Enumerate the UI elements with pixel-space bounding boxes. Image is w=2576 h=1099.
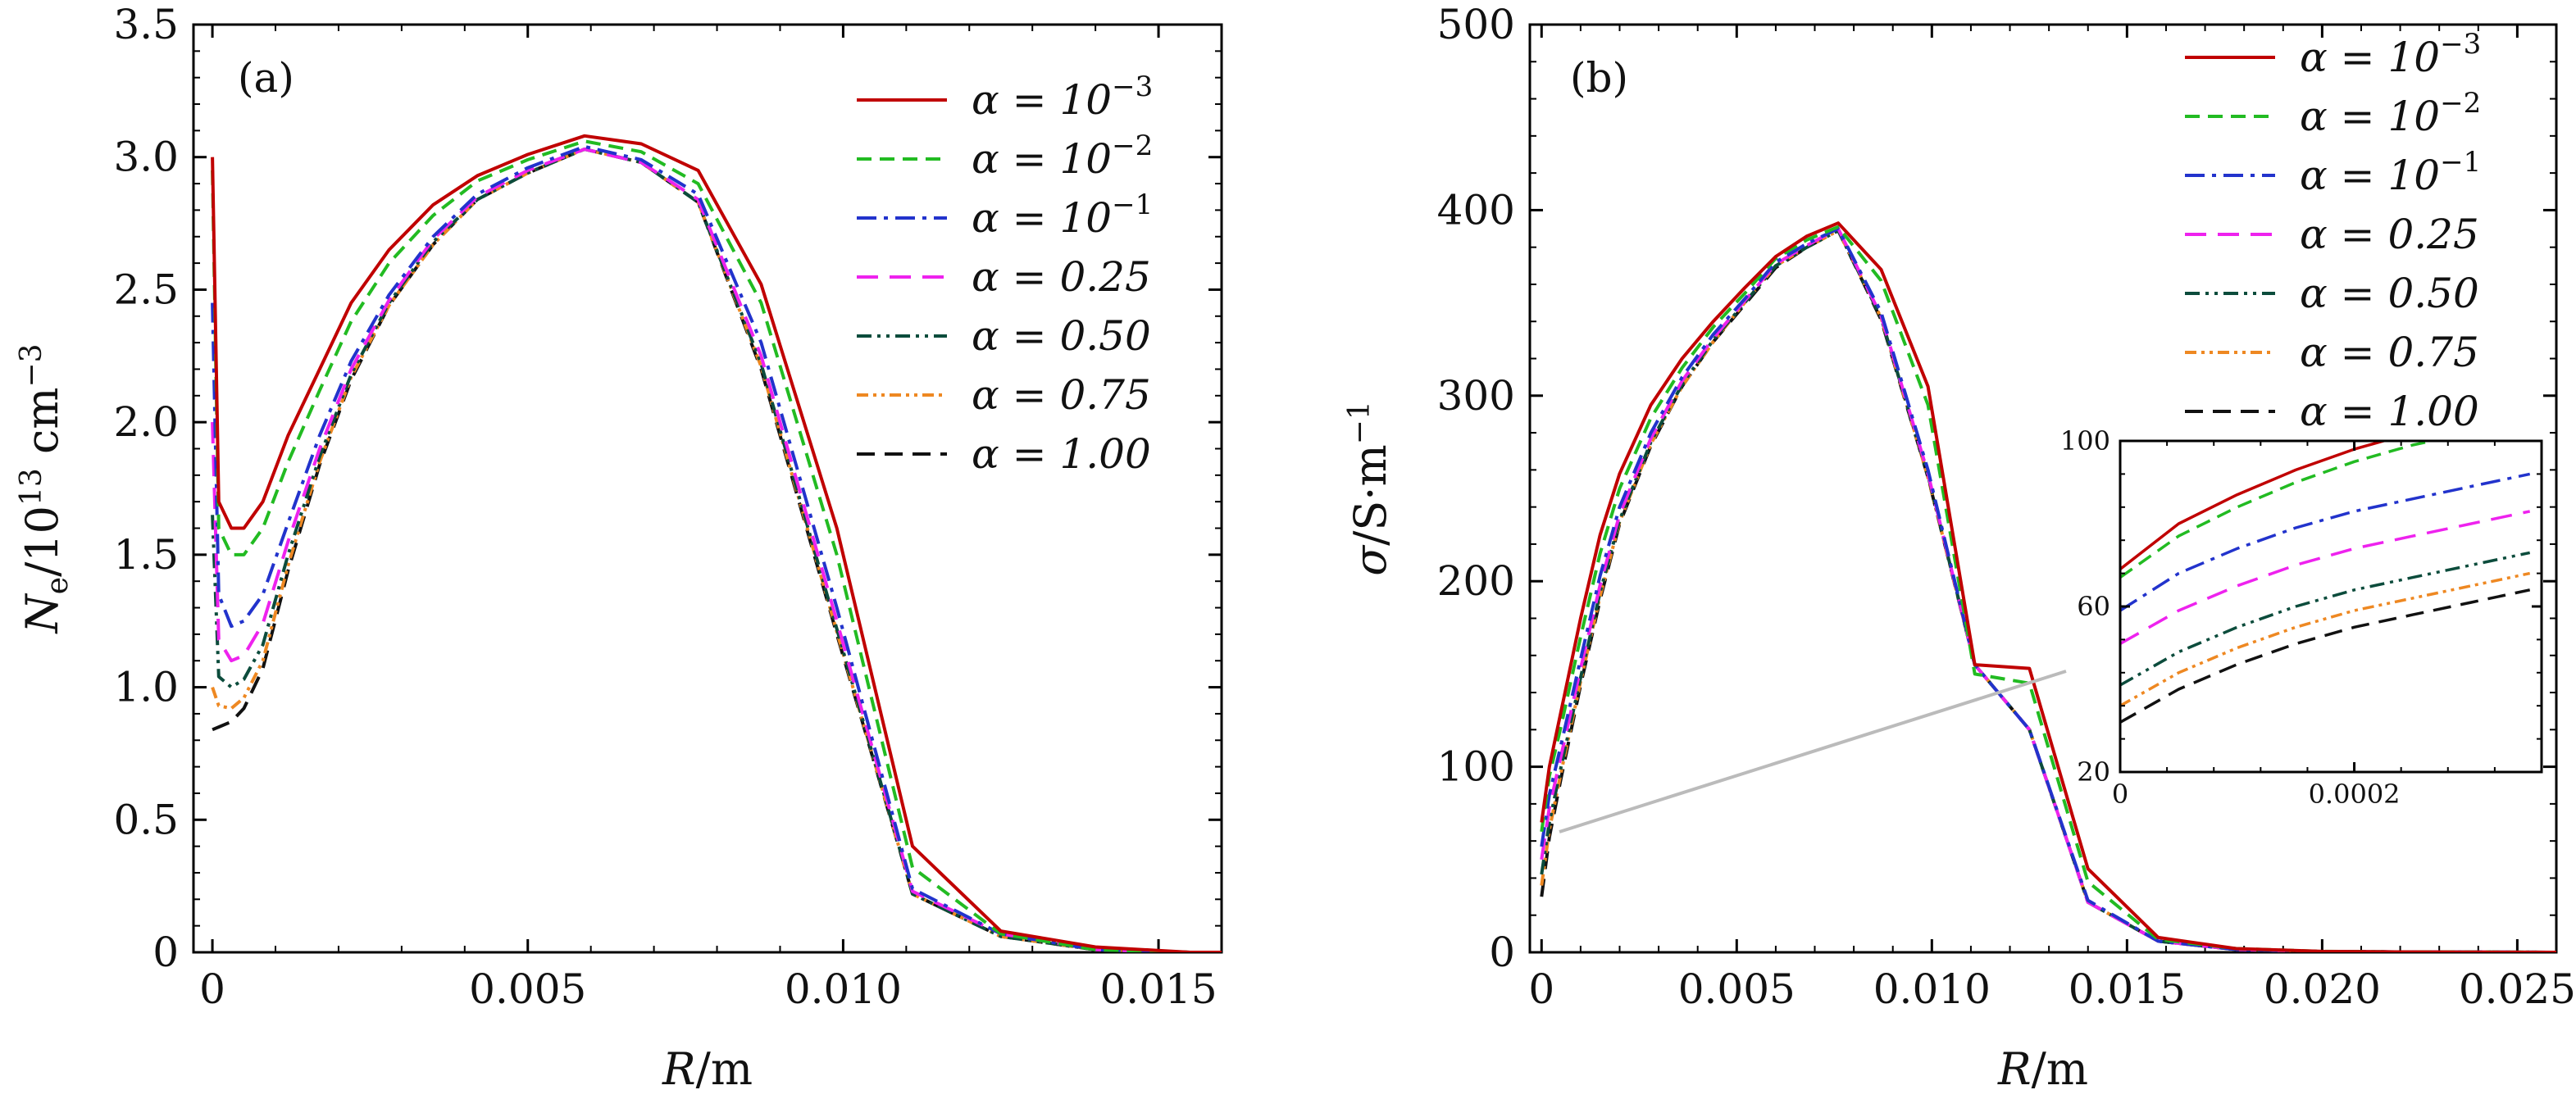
panel-b-series-group (1540, 221, 2556, 952)
panel-a-legend: α = 10−3α = 10−2α = 10−1 α = 0.25 α = 0.50… (857, 70, 1153, 478)
panel-a-y-tick-label: 2.0 (113, 398, 179, 446)
panel-a-y-tick-label: 1.5 (113, 531, 179, 579)
inset-x-tick-label: 0 (2112, 779, 2128, 810)
legend-label-6: α = 0.75 (972, 371, 1151, 419)
panel-b-x-tick-label: 0.025 (2459, 965, 2576, 1013)
panel-b: (b) 0 0.005 0.010 0.015 0.020 0.0250100200300… (1343, 1, 2576, 1095)
panel-b-x-axis-label: R/m (1997, 1043, 2088, 1095)
inset-series-7 (2120, 441, 2389, 570)
panel-b-x-tick-label: 0.020 (2264, 965, 2381, 1013)
panel-b-series-3 (1540, 229, 2556, 952)
legend-label-7: α = 1.00 (2300, 388, 2479, 435)
inset-series-3 (2120, 551, 2531, 687)
panel-a-y-tick-label: 3.5 (113, 1, 179, 48)
legend-label-7: α = 1.00 (972, 430, 1151, 478)
panel-a-x-axis-label: R/m (662, 1043, 753, 1095)
panel-a-x-tick-label: 0.015 (1099, 965, 1217, 1013)
inset-ticks: 0 0.0002 20 60 100 (2060, 425, 2542, 810)
inset-series-6 (2120, 441, 2440, 579)
panel-a-series-3 (211, 148, 1222, 952)
inset-series-group (2120, 441, 2531, 724)
legend-label-4: α = 0.25 (2300, 211, 2479, 258)
inset-x-tick-label: 0.0002 (2309, 779, 2401, 810)
panel-b-tag: (b) (1570, 54, 1628, 102)
panel-a-y-tick-label: 3.0 (113, 134, 179, 181)
panel-a-y-axis-label: Ne/1013 cm−3 (15, 344, 75, 635)
panel-b-frame (1528, 23, 2558, 954)
panel-b-y-tick-label: 100 (1437, 743, 1515, 791)
panel-a-y-tick-label: 1.0 (113, 664, 179, 711)
legend-label-5: α = 0.50 (972, 312, 1151, 360)
panel-a-y-tick-label: 2.5 (113, 266, 179, 313)
panel-b-x-tick-label: 0.015 (2069, 965, 2186, 1013)
panel-a-series-6 (211, 139, 1222, 952)
inset-series-2 (2120, 571, 2531, 707)
panel-b-legend: α = 10−3 α = 10−2 α = 10−1 α = 0.25 α = 0.50… (2185, 28, 2481, 435)
inset-y-tick-label: 100 (2060, 425, 2110, 456)
panel-a-tag: (a) (238, 54, 294, 102)
panel-a-x-tick-label: 0.005 (469, 965, 586, 1013)
panel-a-ticks: 0 0.005 0.010 0.015 0 0.5 1.0 1.5 2.0 2.5 3.0 3.5 (113, 1, 1222, 1013)
inset-series-1 (2120, 588, 2531, 724)
panel-b-x-tick-label: 0 (1528, 965, 1554, 1013)
panel-b-x-tick-label: 0.010 (1873, 965, 1991, 1013)
legend-label-6: α = 0.75 (2300, 329, 2479, 376)
inset-plot: 0 0.0002 20 60 100 (2060, 425, 2543, 810)
panel-b-y-tick-label: 500 (1437, 1, 1515, 48)
legend-label-5: α = 0.50 (2300, 270, 2479, 317)
legend-label-1: α = 10−3 (2300, 28, 2481, 81)
panel-b-series-5 (1540, 227, 2556, 952)
legend-label-2: α = 10−2 (972, 129, 1153, 183)
panel-a-y-tick-label: 0.5 (113, 796, 179, 843)
panel-a-series-5 (211, 144, 1222, 952)
panel-a-x-tick-label: 0.010 (785, 965, 902, 1013)
panel-a-series-group (211, 134, 1222, 952)
legend-label-3: α = 10−1 (972, 188, 1153, 242)
legend-label-4: α = 0.25 (972, 253, 1151, 301)
panel-a-frame (192, 23, 1223, 954)
panel-b-y-axis-label: σ/S·m−1 (1343, 401, 1396, 576)
panel-b-series-6 (1540, 225, 2556, 952)
legend-label-2: α = 10−2 (2300, 87, 2481, 140)
panel-a-series-2 (211, 148, 1222, 952)
panel-b-series-7 (1540, 221, 2556, 952)
inset-y-tick-label: 60 (2077, 591, 2110, 622)
panel-b-x-tick-label: 0.005 (1678, 965, 1795, 1013)
panel-a-series-7 (211, 134, 1222, 952)
panel-b-y-tick-label: 0 (1489, 929, 1515, 976)
panel-a: (a) 0 0.005 0.010 0.015 0 0.5 1.0 1.5 2.0 2.5 3.0 3… (15, 1, 1223, 1095)
legend-label-3: α = 10−1 (2300, 146, 2481, 199)
legend-label-1: α = 10−3 (972, 70, 1153, 124)
inset-background (2120, 441, 2542, 772)
panel-b-y-tick-label: 300 (1437, 372, 1515, 420)
panel-a-x-tick-label: 0 (199, 965, 225, 1013)
panel-b-y-tick-label: 200 (1437, 557, 1515, 605)
panel-b-y-tick-label: 400 (1437, 186, 1515, 234)
inset-connector-line (1559, 670, 2067, 833)
inset-series-5 (2120, 472, 2531, 612)
panel-b-ticks: 0 0.005 0.010 0.015 0.020 0.02501002003004005… (1437, 1, 2576, 1013)
panel-a-y-tick-label: 0 (152, 929, 179, 976)
panel-a-series-4 (211, 148, 1222, 952)
inset-series-4 (2120, 510, 2531, 646)
inset-y-tick-label: 20 (2077, 756, 2110, 788)
